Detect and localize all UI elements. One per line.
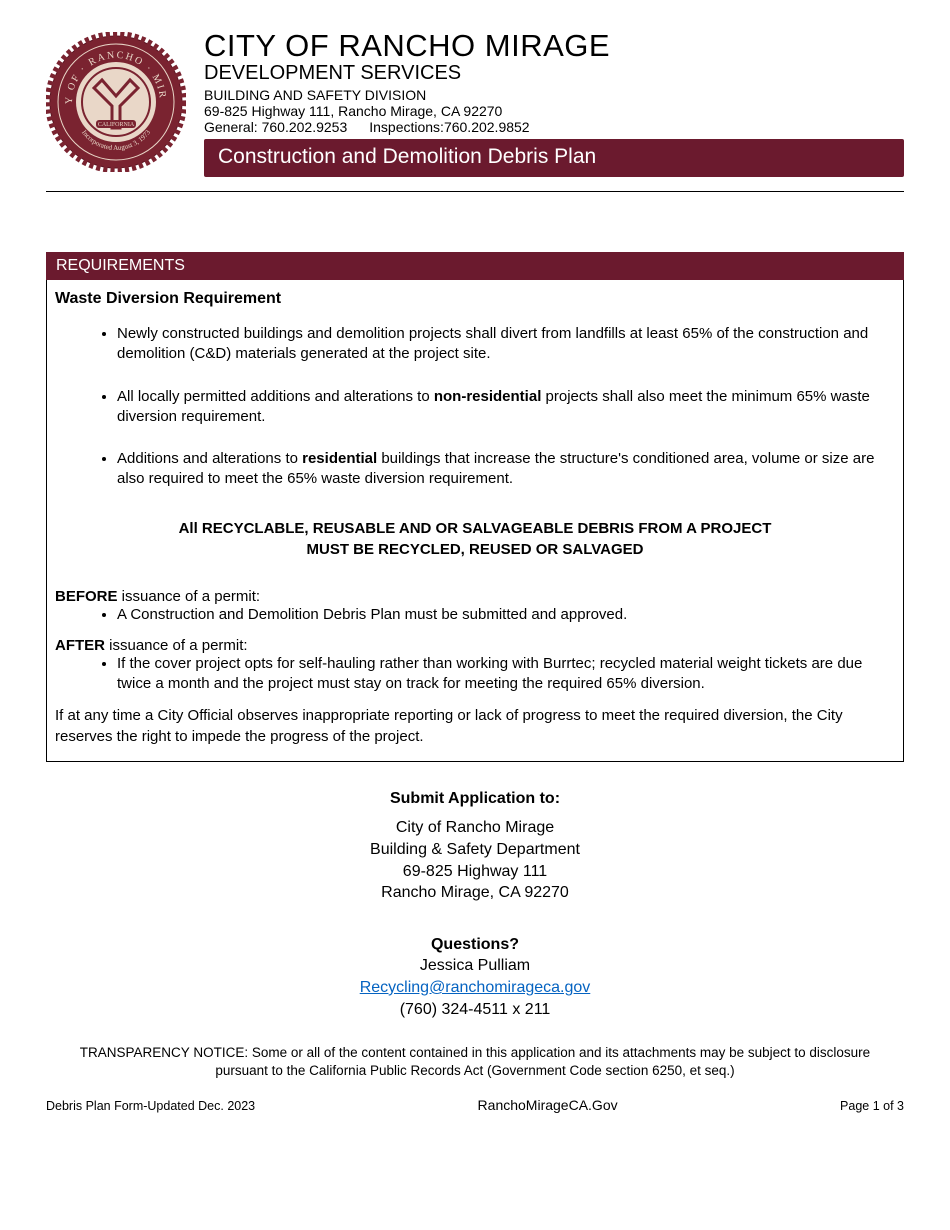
submit-line: 69-825 Highway 111: [46, 861, 904, 883]
footer-right: Page 1 of 3: [840, 1099, 904, 1113]
after-label: AFTER: [55, 637, 105, 654]
division-name: BUILDING AND SAFETY DIVISION: [204, 87, 904, 103]
recycle-notice: All RECYCLABLE, REUSABLE AND OR SALVAGEA…: [55, 518, 895, 560]
transparency-notice: TRANSPARENCY NOTICE: Some or all of the …: [46, 1044, 904, 1079]
department-name: DEVELOPMENT SERVICES: [204, 62, 904, 85]
phone-general-label: General:: [204, 119, 262, 135]
before-label: BEFORE: [55, 588, 118, 605]
footer-left: Debris Plan Form-Updated Dec. 2023: [46, 1099, 255, 1113]
svg-text:CALIFORNIA: CALIFORNIA: [98, 122, 135, 128]
requirement-item: Additions and alterations to residential…: [117, 449, 883, 490]
document-header: CITY OF · RANCHO · MIRAGE Incorporated A…: [46, 28, 904, 177]
requirement-item: All locally permitted additions and alte…: [117, 387, 883, 428]
waste-diversion-heading: Waste Diversion Requirement: [55, 290, 895, 308]
submit-heading: Submit Application to:: [46, 788, 904, 810]
contact-email-link[interactable]: Recycling@ranchomirageca.gov: [360, 979, 591, 996]
before-bullets: A Construction and Demolition Debris Pla…: [55, 605, 895, 625]
document-title-banner: Construction and Demolition Debris Plan: [204, 139, 904, 177]
requirements-header: REQUIREMENTS: [46, 252, 904, 280]
after-bullets: If the cover project opts for self-hauli…: [55, 654, 895, 695]
after-label-rest: issuance of a permit:: [105, 637, 248, 654]
phone-inspections-label: Inspections:: [369, 119, 444, 135]
header-divider: [46, 191, 904, 192]
after-phase: AFTER issuance of a permit:: [55, 637, 895, 654]
header-address: 69-825 Highway 111, Rancho Mirage, CA 92…: [204, 103, 904, 119]
recycle-line1: All RECYCLABLE, REUSABLE AND OR SALVAGEA…: [179, 520, 772, 537]
questions-heading: Questions?: [46, 934, 904, 956]
footer-center: RanchoMirageCA.Gov: [478, 1097, 618, 1113]
submit-line: Rancho Mirage, CA 92270: [46, 882, 904, 904]
contact-name: Jessica Pulliam: [46, 955, 904, 977]
before-phase: BEFORE issuance of a permit:: [55, 588, 895, 605]
city-title: CITY OF RANCHO MIRAGE: [204, 28, 904, 64]
city-seal-icon: CITY OF · RANCHO · MIRAGE Incorporated A…: [46, 32, 186, 176]
header-phones: General: 760.202.9253 Inspections:760.202…: [204, 119, 904, 135]
submit-line: City of Rancho Mirage: [46, 817, 904, 839]
contact-phone: (760) 324-4511 x 211: [46, 999, 904, 1021]
requirement-bullets: Newly constructed buildings and demoliti…: [55, 324, 895, 490]
submit-application-block: Submit Application to: City of Rancho Mi…: [46, 788, 904, 904]
questions-block: Questions? Jessica Pulliam Recycling@ran…: [46, 934, 904, 1020]
phone-general: 760.202.9253: [262, 119, 348, 135]
warning-text: If at any time a City Official observes …: [55, 706, 895, 747]
page-footer: Debris Plan Form-Updated Dec. 2023 Ranch…: [46, 1097, 904, 1113]
requirements-content: Waste Diversion Requirement Newly constr…: [46, 280, 904, 762]
requirement-item: Newly constructed buildings and demoliti…: [117, 324, 883, 365]
after-item: If the cover project opts for self-hauli…: [117, 654, 883, 695]
phone-inspections: 760.202.9852: [444, 119, 530, 135]
recycle-line2: MUST BE RECYCLED, REUSED OR SALVAGED: [307, 541, 644, 558]
submit-line: Building & Safety Department: [46, 839, 904, 861]
before-label-rest: issuance of a permit:: [118, 588, 261, 605]
before-item: A Construction and Demolition Debris Pla…: [117, 605, 883, 625]
